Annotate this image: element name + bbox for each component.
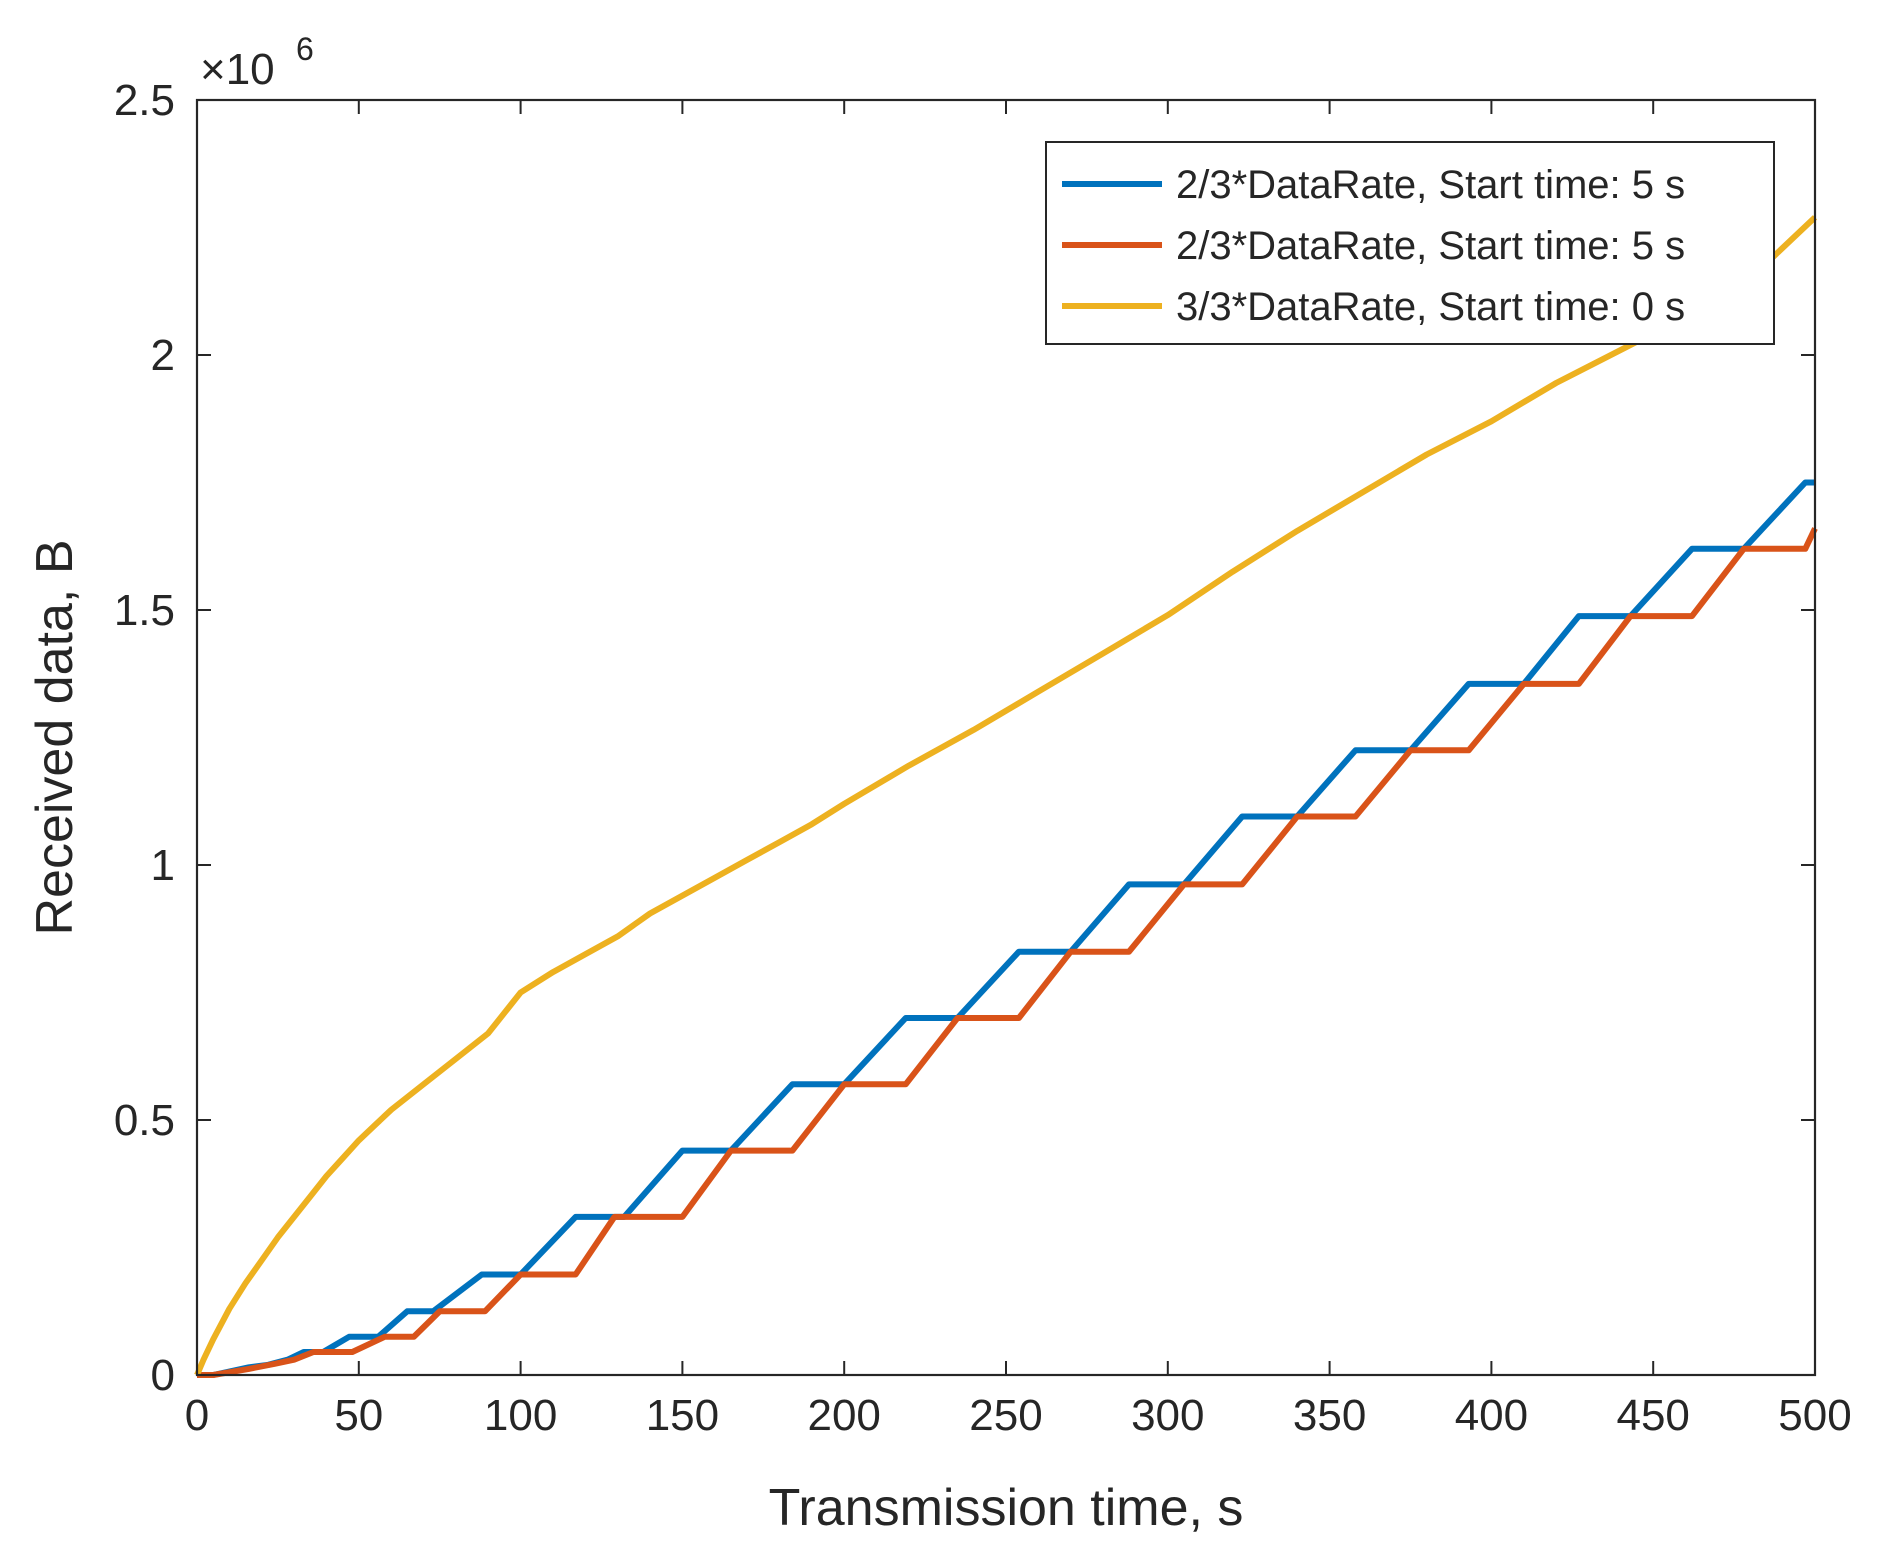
y-tick-label: 0: [151, 1351, 175, 1400]
x-axis-label: Transmission time, s: [769, 1479, 1244, 1537]
x-tick-label: 0: [185, 1391, 209, 1440]
legend-label-series-1: 2/3*DataRate, Start time: 5 s: [1176, 163, 1685, 207]
x-tick-label: 300: [1131, 1391, 1204, 1440]
x-tick-label: 100: [484, 1391, 557, 1440]
legend-label-series-2: 2/3*DataRate, Start time: 5 s: [1176, 224, 1685, 268]
y-exponent: ×10 6: [200, 31, 314, 94]
x-tick-label: 350: [1293, 1391, 1366, 1440]
x-tick-label: 200: [807, 1391, 880, 1440]
x-tick-label: 250: [969, 1391, 1042, 1440]
x-tick-label: 450: [1616, 1391, 1689, 1440]
y-tick-label: 2: [151, 331, 175, 380]
y-tick-label: 1.5: [114, 586, 175, 635]
legend-box: [1045, 141, 1775, 345]
tick-labels: 0 50 100 150 200 250 300 350 400 450 500 0 0.5 1 1.5 2 2…: [114, 76, 1852, 1440]
legend-label-series-3: 3/3*DataRate, Start time: 0 s: [1176, 285, 1685, 329]
series-line-3: [194, 215, 1818, 1377]
x-tick-label: 500: [1778, 1391, 1851, 1440]
x-tick-label: 50: [334, 1391, 383, 1440]
legend: 2/3*DataRate, Start time: 5 s 2/3*DataRa…: [1045, 141, 1775, 345]
plot-lines: [194, 215, 1818, 1378]
y-tick-label: 0.5: [114, 1096, 175, 1145]
y-tick-label: 1: [151, 841, 175, 890]
series-line-2: [197, 527, 1818, 1378]
y-exponent-base: ×10: [200, 45, 275, 94]
ticks: [196, 99, 1816, 1376]
x-tick-label: 150: [646, 1391, 719, 1440]
y-exponent-power: 6: [296, 31, 314, 67]
y-axis-label: Received data, B: [26, 539, 84, 935]
x-tick-label: 400: [1455, 1391, 1528, 1440]
y-tick-label: 2.5: [114, 76, 175, 125]
